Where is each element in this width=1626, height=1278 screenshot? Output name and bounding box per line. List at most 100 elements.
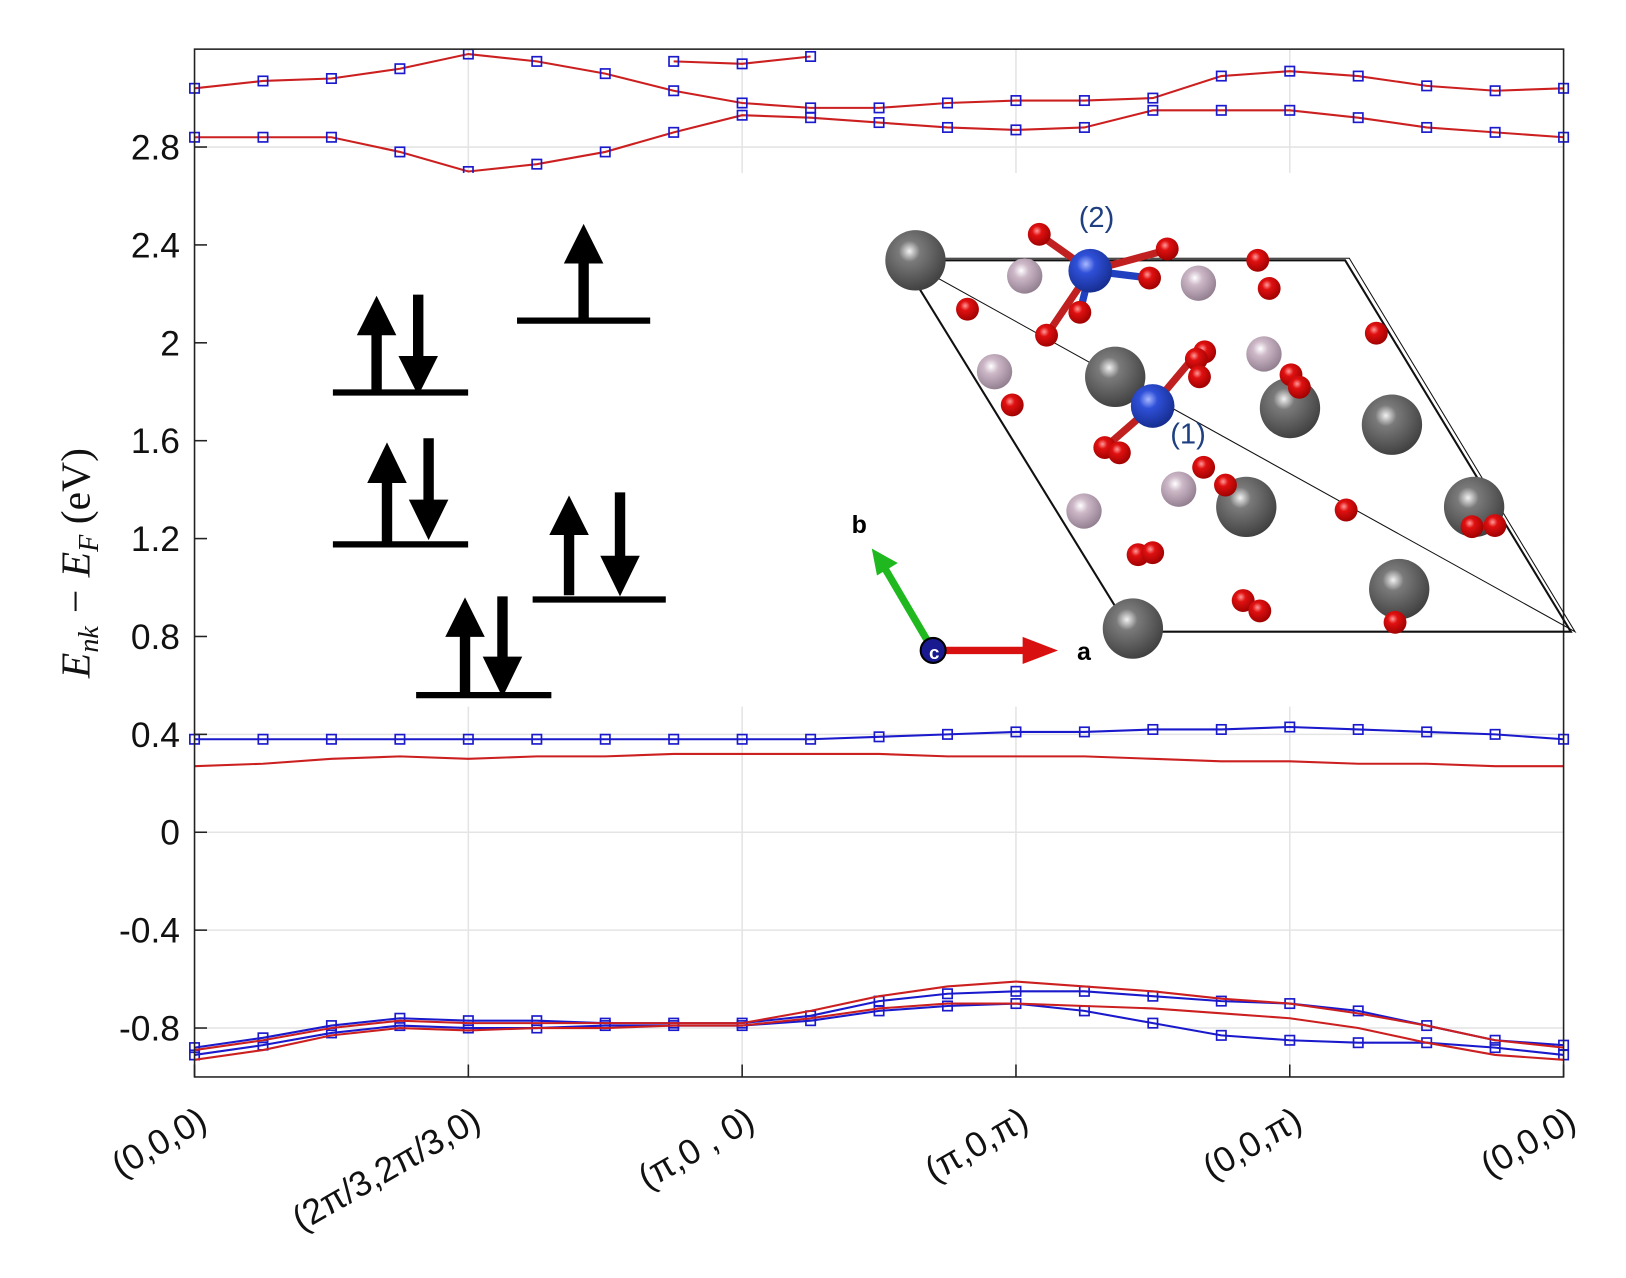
band-marker [1010,124,1022,136]
band-marker [325,72,337,85]
y-tick-label: 1.2 [131,520,180,559]
band-marker [531,158,543,170]
band-marker [805,50,817,63]
band-marker [462,733,474,745]
band-marker [1215,104,1227,116]
band-marker [736,58,748,70]
band-marker [1284,104,1296,116]
band-marker [873,102,885,114]
band-marker [1215,723,1227,735]
band-marker [1421,726,1433,738]
band-marker [873,117,885,129]
band-marker [531,1015,543,1027]
band-marker [1147,1017,1159,1029]
band-marker [1078,95,1090,107]
y-tick-label: 2 [160,324,180,363]
axis-letter: a [1077,638,1092,666]
band-marker [1010,726,1022,738]
band-marker [1147,104,1159,116]
band-marker [599,733,611,745]
band-line [194,52,1564,109]
band-marker [1352,723,1364,735]
band-marker [941,988,954,1000]
band-marker [325,131,337,143]
y-tick-label: 0.4 [131,716,180,755]
band-marker [1215,70,1227,82]
band-marker [599,68,611,80]
band-line [194,980,1564,1052]
y-tick-label: 0.8 [131,618,180,657]
band-marker [668,733,680,745]
band-marker [873,1005,885,1017]
band-marker [1352,1005,1364,1017]
band-marker [1078,121,1090,133]
band-marker [1284,721,1296,733]
y-label-part: − E [53,552,99,626]
site-label: (1) [1170,418,1206,450]
band-marker [805,102,817,114]
band-marker [1352,70,1364,82]
band-marker [394,733,406,745]
band-marker [257,75,269,87]
y-label-part: (eV) [53,448,99,535]
y-tick-label: 2.8 [131,129,180,168]
band-line [673,55,811,65]
x-tick-label: (π,0 , 0) [632,1100,761,1197]
x-tick-label: (π,0,π) [918,1100,1034,1190]
band-marker [1147,723,1159,735]
band-marker [1489,85,1501,97]
y-label-part: nk [74,626,105,653]
band-marker [531,55,543,67]
band-marker [941,1000,954,1012]
band-line [194,725,1564,741]
y-label-part: E [53,653,99,679]
x-tick-label: (2π/3,2π/3,0) [286,1100,487,1239]
band-marker [599,146,611,158]
band-line [194,109,1564,173]
band-marker [941,121,954,133]
band-marker [1010,95,1022,107]
band-marker [805,1015,817,1027]
crystal-structure: (2) (1) c b a [852,202,1577,666]
band-marker [1489,728,1501,740]
band-marker [1489,1042,1501,1054]
x-tick-label: (0,0,π) [1196,1100,1308,1187]
band-marker [1010,985,1022,997]
band-marker [257,131,269,143]
band-line [194,990,1564,1049]
y-tick-label: 0 [160,814,180,853]
axes-frame [193,48,1565,1078]
band-marker [668,126,680,138]
band-marker [462,1015,474,1027]
band-marker [668,55,680,67]
axis-letter: b [852,511,867,539]
band-marker [1284,1034,1296,1046]
band-marker [736,97,748,109]
band-marker [257,733,269,745]
level-diagram [332,223,666,699]
band-marker [736,733,748,745]
y-tick-label: -0.8 [119,1010,180,1049]
x-tick-label: (0,0,0) [1474,1100,1582,1185]
band-line [194,1002,1564,1056]
y-tick-label: -0.4 [119,912,180,951]
band-marker [873,731,885,743]
band-marker [1284,65,1296,77]
y-label-part: F [74,534,105,553]
band-marker [394,1012,406,1024]
band-marker [394,63,406,75]
band-line [194,1002,1564,1061]
band-marker [325,733,337,745]
band-marker [1215,995,1227,1007]
band-marker [325,1020,337,1032]
band-marker [941,97,954,109]
band-marker [1421,121,1433,133]
y-axis-label: Enk − EF (eV) [53,448,104,679]
band-marker [1147,92,1159,104]
band-marker [1352,1037,1364,1049]
x-tick-label: (0,0,0) [105,1100,213,1185]
y-tick-label: 2.4 [131,226,180,265]
band-marker [1352,112,1364,124]
band-marker [1078,726,1090,738]
